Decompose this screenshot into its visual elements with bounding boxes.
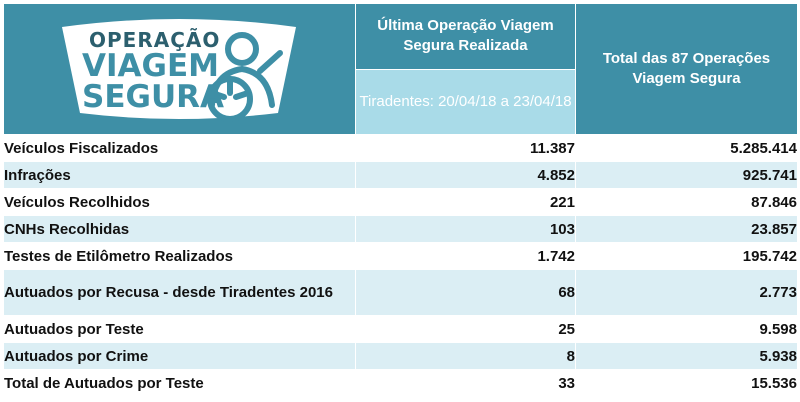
table-row: Autuados por Recusa - desde Tiradentes 2… [3,269,798,316]
row-total-value: 23.857 [575,215,798,243]
table-row: Testes de Etilômetro Realizados 1.742 19… [3,242,798,270]
row-label: Autuados por Recusa - desde Tiradentes 2… [3,269,356,316]
row-label: Infrações [3,161,356,189]
row-label: Total de Autuados por Teste [3,369,356,397]
table-row: Total de Autuados por Teste 33 15.536 [3,369,798,397]
row-total-value: 2.773 [575,269,798,316]
row-last-value: 221 [355,188,576,216]
header-total: Total das 87 Operações Viagem Segura [575,3,798,135]
operation-stats-table: OPERAÇÃO VIAGEM SEGURA Última Operação V… [3,3,798,397]
row-label: Autuados por Crime [3,342,356,370]
row-last-value: 33 [355,369,576,397]
table-row: Veículos Fiscalizados 11.387 5.285.414 [3,134,798,162]
row-total-value: 195.742 [575,242,798,270]
row-total-value: 925.741 [575,161,798,189]
header-period: Tiradentes: 20/04/18 a 23/04/18 [355,68,576,135]
table-row: Infrações 4.852 925.741 [3,161,798,189]
row-label: Veículos Recolhidos [3,188,356,216]
logo-text-segura: SEGURA [82,79,224,115]
row-total-value: 87.846 [575,188,798,216]
logo-cell: OPERAÇÃO VIAGEM SEGURA [3,3,356,135]
row-last-value: 11.387 [355,134,576,162]
row-label: CNHs Recolhidas [3,215,356,243]
table-row: Veículos Recolhidos 221 87.846 [3,188,798,216]
row-total-value: 9.598 [575,315,798,343]
table-row: Autuados por Teste 25 9.598 [3,315,798,343]
row-last-value: 4.852 [355,161,576,189]
table-row: Autuados por Crime 8 5.938 [3,342,798,370]
table-row: CNHs Recolhidas 103 23.857 [3,215,798,243]
row-last-value: 68 [355,269,576,316]
row-label: Testes de Etilômetro Realizados [3,242,356,270]
logo-text-operacao: OPERAÇÃO [89,28,221,52]
row-last-value: 25 [355,315,576,343]
viagem-segura-logo-icon [62,19,296,122]
header-last-operation: Última Operação Viagem Segura Realizada [355,3,576,70]
row-label: Autuados por Teste [3,315,356,343]
row-last-value: 1.742 [355,242,576,270]
row-last-value: 103 [355,215,576,243]
row-total-value: 5.285.414 [575,134,798,162]
row-total-value: 15.536 [575,369,798,397]
row-label: Veículos Fiscalizados [3,134,356,162]
row-last-value: 8 [355,342,576,370]
row-total-value: 5.938 [575,342,798,370]
logo-text-viagem: VIAGEM [82,48,219,84]
